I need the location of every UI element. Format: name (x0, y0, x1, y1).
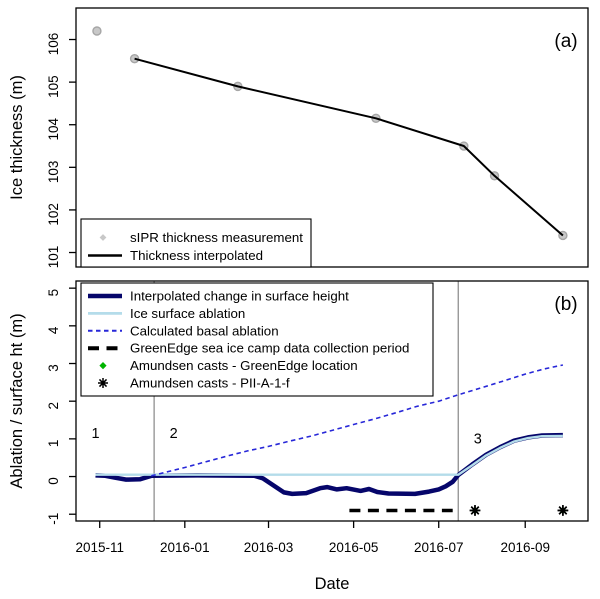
legend-label: Thickness interpolated (130, 248, 263, 263)
legend-asterisk-icon (98, 378, 108, 388)
legend-label: sIPR thickness measurement (130, 230, 303, 245)
legend-panel-a: sIPR thickness measurement Thickness inte… (80, 218, 312, 268)
legend-green-diamond-icon (99, 362, 107, 370)
y-tick-label: 106 (46, 33, 61, 56)
y-tick-label: 103 (46, 161, 61, 184)
legend-item-calculated-basal-ablation: Calculated basal ablation (88, 323, 279, 338)
panel-tag-a: (a) (554, 31, 577, 52)
legend-label: Interpolated change in surface height (130, 289, 349, 304)
legend-item-ice-surface-ablation: Ice surface ablation (88, 306, 245, 321)
series-thickness-interpolated (134, 57, 564, 237)
panel-b: 1 2 3 -1 0 1 2 3 4 5 Ablation / surface ht (m) (b) I… (8, 280, 589, 525)
series-sipr-thickness-measurement-point (129, 53, 140, 64)
x-tick-label: 2016-05 (329, 540, 379, 555)
legend-item-thickness-interpolated: Thickness interpolated (88, 248, 263, 263)
panel-a: 101 102 103 104 105 106 Ice thickness (m) (a) sI… (8, 7, 589, 269)
legend-box (80, 282, 434, 397)
series-calculated-basal-ablation (151, 364, 564, 477)
panel-tag-b: (b) (554, 294, 577, 315)
y-tick-label: -1 (46, 513, 61, 525)
y-tick-label: 1 (46, 440, 61, 448)
x-tick-label: 2016-09 (500, 540, 550, 555)
legend-item-amundsen-casts-pii-a-1-f: Amundsen casts - PII-A-1-f (98, 376, 290, 391)
legend-label: GreenEdge sea ice camp data collection p… (130, 341, 409, 356)
y-tick-label: 105 (46, 75, 61, 98)
y-axis-title-b: Ablation / surface ht (m) (8, 313, 26, 488)
y-tick-label: 104 (46, 117, 61, 140)
y-tick-label: 5 (46, 289, 61, 297)
region-label-2: 2 (170, 426, 178, 442)
legend-item-amundsen-casts-greenedge-location: Amundsen casts - GreenEdge location (99, 358, 358, 373)
panel-border (75, 7, 589, 268)
legend-item-sipr-thickness-measurement: sIPR thickness measurement (99, 230, 303, 245)
x-axis: 2015-11 2016-01 2016-03 2016-05 2016-07 2016-… (75, 521, 550, 593)
x-tick-label: 2016-03 (244, 540, 294, 555)
legend-label: Ice surface ablation (130, 306, 245, 321)
series-sipr-thickness-measurement-point (92, 26, 102, 36)
x-tick-label: 2016-07 (414, 540, 464, 555)
series-interpolated-change-in-surface-height (95, 432, 563, 497)
series-ice-surface-ablation (95, 434, 563, 476)
legend-label: Amundsen casts - PII-A-1-f (130, 376, 290, 391)
y-tick-label: 0 (46, 477, 61, 485)
region-label-1: 1 (91, 426, 99, 442)
legend-label: Calculated basal ablation (130, 323, 279, 338)
legend-item-interpolated-change-in-surface-height: Interpolated change in surface height (88, 289, 349, 304)
legend-panel-b: Interpolated change in surface height Ice… (80, 282, 434, 397)
y-tick-label: 2 (46, 402, 61, 410)
legend-sipr-thickness-measurement-symbol (99, 234, 107, 241)
y-axis-title-a: Ice thickness (m) (8, 75, 26, 200)
series-amundsen-casts-pii-a-1-f-point-top (557, 505, 569, 516)
region-label-3: 3 (474, 431, 482, 447)
legend-box (80, 218, 312, 268)
series-amundsen-casts-pii-a-1-f-point-top (469, 505, 481, 516)
x-axis-title: Date (315, 575, 350, 593)
x-tick-label: 2016-01 (160, 540, 210, 555)
x-tick-label: 2015-11 (75, 540, 124, 555)
y-tick-label: 102 (46, 203, 61, 226)
y-tick-label: 4 (46, 326, 61, 334)
legend-item-greenedge-sea-ice-camp-data-collection-period: GreenEdge sea ice camp data collection p… (88, 341, 409, 356)
legend-label: Amundsen casts - GreenEdge location (130, 358, 358, 373)
y-tick-label: 3 (46, 364, 61, 372)
y-tick-label: 101 (46, 246, 61, 269)
